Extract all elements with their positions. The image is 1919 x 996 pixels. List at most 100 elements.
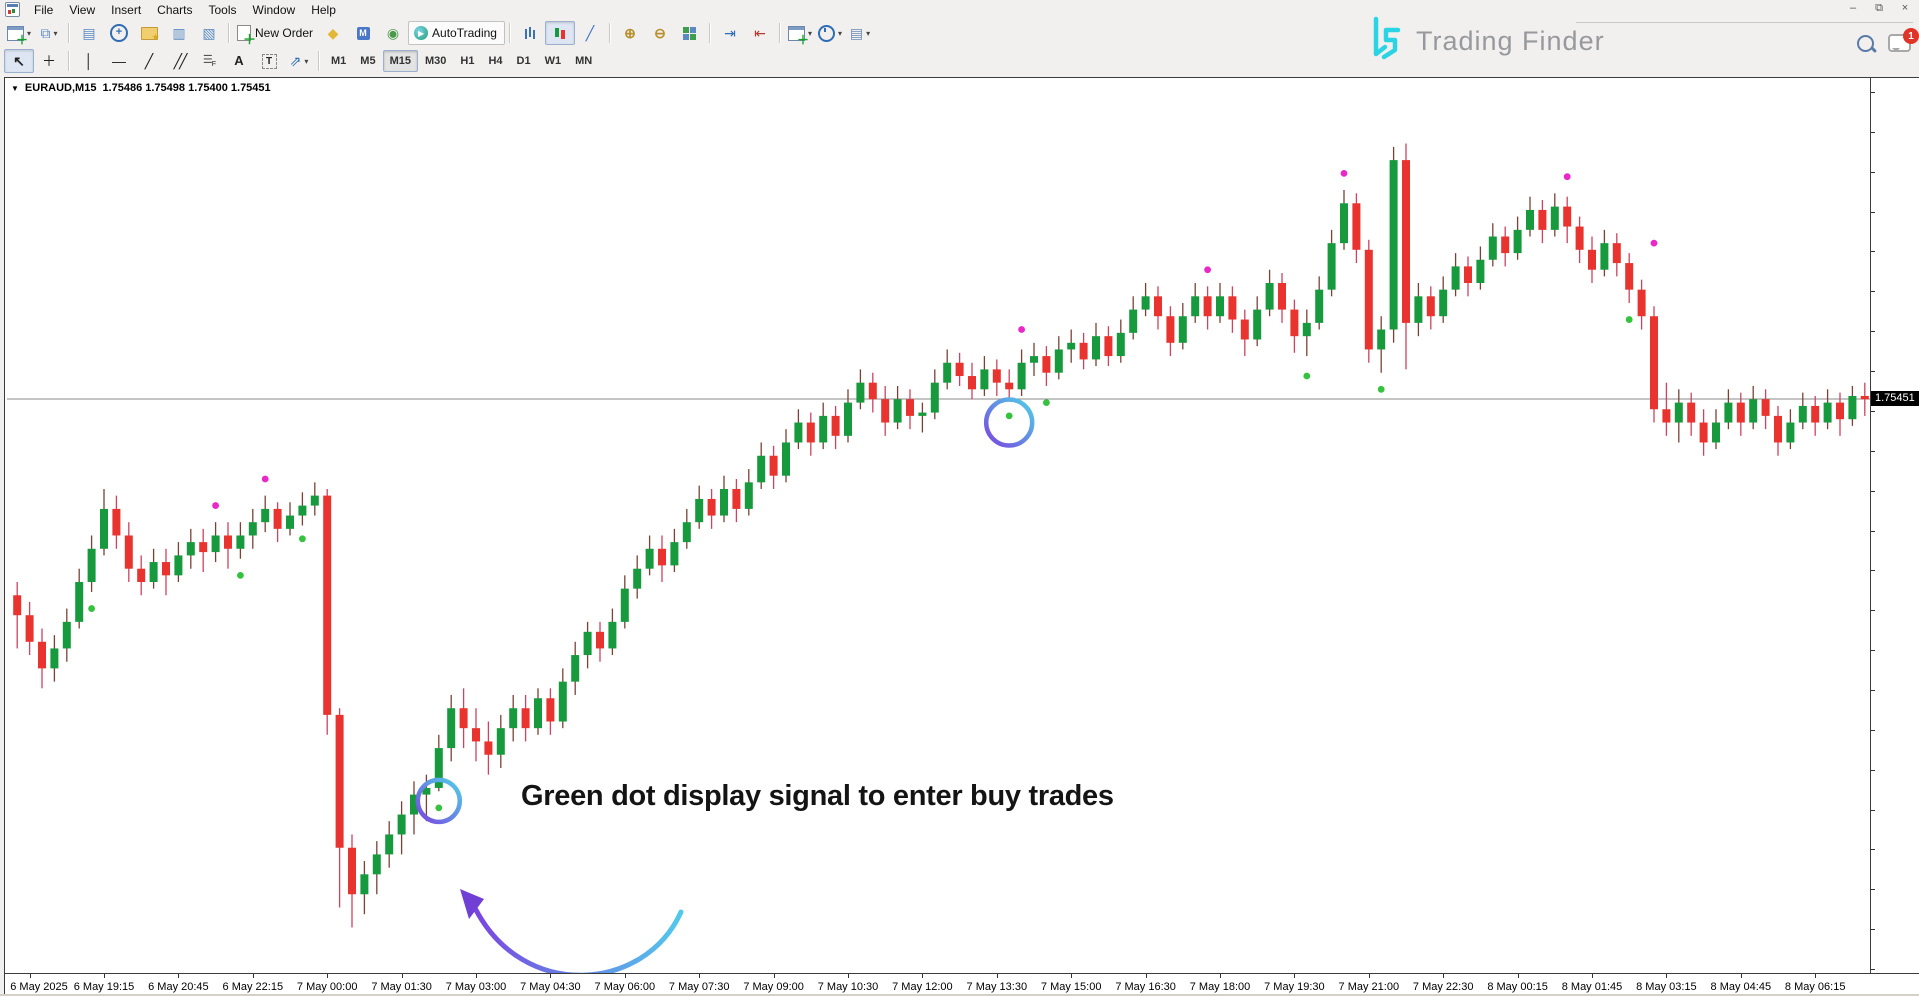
bull-candle [670, 542, 679, 566]
zoom-in-button[interactable]: ⊕ [615, 21, 645, 45]
line-chart-mode-button[interactable]: ╱ [575, 21, 605, 45]
timeframe-h4[interactable]: H4 [488, 55, 503, 67]
toolbar-separator [228, 23, 231, 43]
one-click-trading-arrow-icon[interactable]: ▼ [11, 83, 19, 93]
timeframe-m15[interactable]: M15 [382, 50, 418, 72]
time-axis[interactable]: 6 May 2025 6 May 19:15 6 May 20:45 6 May 22… [5, 973, 1919, 996]
menu-file[interactable]: File [34, 2, 54, 17]
trendline-button[interactable]: ╱ [134, 49, 164, 73]
timeframe-mn[interactable]: MN [575, 55, 593, 67]
timeframe-m5[interactable]: M5 [360, 55, 376, 67]
sell-signal-dot [1340, 169, 1348, 177]
bull-candle [844, 402, 852, 436]
menu-help[interactable]: Help [311, 2, 336, 17]
menu-window[interactable]: Window [252, 2, 296, 17]
bear-candle [1364, 249, 1373, 350]
search-icon[interactable] [1857, 34, 1874, 52]
new-order-button[interactable]: ＋ New Order [234, 21, 318, 46]
equidistant-channel-button[interactable]: ╱╱ [164, 49, 194, 73]
menu-insert[interactable]: Insert [111, 2, 142, 17]
time-axis-label: 7 May 12:00 [892, 981, 953, 993]
price-axis-tick [1871, 490, 1875, 492]
fibonacci-button[interactable]: ☰F [194, 49, 224, 73]
bull-candle [645, 548, 654, 569]
candlestick-mode-button[interactable] [544, 21, 575, 45]
bull-candle [434, 748, 443, 788]
bear-candle [906, 399, 914, 416]
auto-scroll-button[interactable]: ⇥ [715, 21, 745, 45]
time-axis-label: 6 May 19:15 [73, 981, 135, 993]
bear-candle [968, 376, 976, 390]
time-axis-label: 7 May 10:30 [817, 981, 879, 993]
text-label-button[interactable]: T [254, 49, 284, 73]
menu-view[interactable]: View [69, 2, 96, 17]
templates-dropdown-icon[interactable]: ▾ [866, 28, 871, 38]
indicators-dropdown-icon[interactable]: ▾ [807, 28, 812, 38]
close-button[interactable]: × [1901, 2, 1909, 14]
cursor-button[interactable]: ↖ [4, 49, 34, 73]
timeframe-w1[interactable]: W1 [544, 55, 562, 67]
new-chart-button[interactable]: ＋ ▾ [4, 21, 34, 46]
profiles-dropdown-icon[interactable]: ▾ [53, 28, 58, 38]
bear-candle [348, 847, 356, 895]
horizontal-line-button[interactable]: — [104, 49, 134, 73]
time-axis-tick [401, 974, 403, 978]
bull-candle [608, 621, 617, 649]
bear-candle [1650, 316, 1658, 410]
navigator-button[interactable] [134, 21, 164, 45]
price-axis-tick [1871, 251, 1875, 253]
candlestick-mode-icon [553, 26, 567, 40]
autotrading-button[interactable]: ▶ AutoTrading [408, 21, 505, 45]
bull-candle [1526, 209, 1534, 230]
buy-signal-dot [1625, 316, 1633, 323]
timeframe-d1[interactable]: D1 [516, 55, 531, 67]
crosshair-button[interactable]: ＋ [34, 49, 64, 73]
chart-window[interactable]: ▼ EURAUD,M15 1.75486 1.75498 1.75400 1.7… [4, 77, 1919, 996]
time-axis-tick [1145, 974, 1147, 978]
tile-windows-button[interactable] [675, 21, 705, 45]
periods-dropdown-icon[interactable]: ▾ [837, 28, 842, 38]
menu-charts[interactable]: Charts [157, 2, 193, 17]
bar-chart-mode-button[interactable] [515, 21, 545, 45]
periods-button[interactable]: ▾ [815, 21, 845, 45]
restore-button[interactable]: ⧉ [1875, 2, 1883, 14]
zoom-out-button[interactable]: ⊖ [645, 21, 675, 45]
timeframe-h1[interactable]: H1 [460, 55, 475, 67]
market-watch-button[interactable]: ▤ [74, 21, 104, 45]
market-depth-button[interactable]: ◉ [378, 21, 408, 45]
bear-candle [1836, 402, 1844, 420]
bear-candle [1464, 266, 1472, 284]
arrows-dropdown-icon[interactable]: ▾ [304, 56, 309, 66]
strategy-tester-button[interactable]: ▧ [194, 21, 224, 45]
bull-candle [1377, 329, 1386, 350]
templates-button[interactable]: ▤ ▾ [845, 21, 875, 45]
arrows-button[interactable]: ⇗ ▾ [284, 49, 314, 73]
profiles-button[interactable]: ⧉ ▾ [34, 21, 64, 45]
vertical-line-button[interactable]: │ [74, 49, 104, 73]
price-axis[interactable]: 1.763751.762551.761351.760151.758951.757… [1870, 78, 1919, 973]
mql5-community-icon: M [356, 26, 370, 40]
minimize-button[interactable]: – [1849, 2, 1857, 14]
timeframe-m1[interactable]: M1 [331, 55, 347, 67]
bear-candle [137, 568, 146, 582]
chart-shift-button[interactable]: ⇤ [745, 21, 775, 45]
time-axis-label: 6 May 2025 [10, 981, 68, 993]
terminal-button[interactable]: ▥ [164, 21, 194, 45]
chat-icon[interactable]: 1 [1888, 28, 1919, 52]
new-chart-dropdown-icon[interactable]: ▾ [27, 28, 32, 38]
metaeditor-button[interactable]: ◆ [318, 21, 348, 45]
time-axis-label: 6 May 20:45 [148, 981, 209, 993]
bull-candle [682, 522, 691, 543]
bear-candle [323, 495, 332, 715]
bull-candle [1178, 316, 1187, 343]
data-window-button[interactable]: + [104, 21, 134, 45]
mql5-community-button[interactable]: M [348, 21, 378, 45]
metaeditor-icon: ◆ [327, 25, 339, 41]
indicators-button[interactable]: ＋ ▾ [785, 21, 815, 46]
toolbar-separator [68, 51, 70, 71]
data-window-icon: + [110, 24, 129, 42]
timeframe-m30[interactable]: M30 [424, 55, 447, 67]
candlestick-chart[interactable] [5, 78, 1919, 995]
text-button[interactable]: A [224, 49, 254, 73]
menu-tools[interactable]: Tools [208, 2, 237, 17]
